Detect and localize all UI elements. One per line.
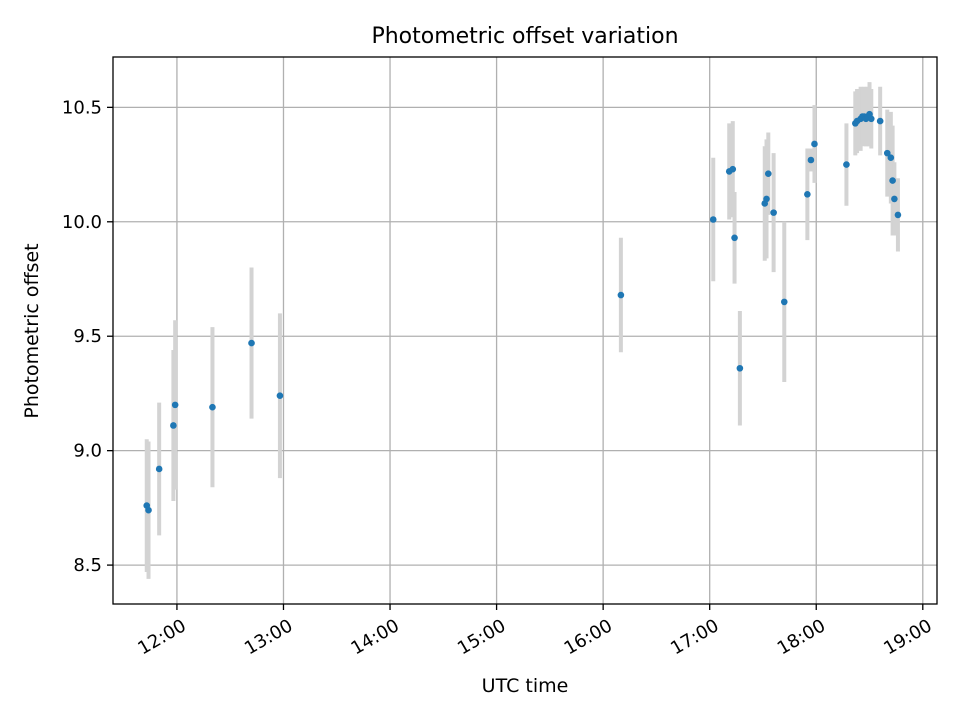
- data-point: [780, 298, 788, 306]
- data-point: [804, 191, 811, 198]
- data-point: [887, 154, 895, 162]
- chart-title: Photometric offset variation: [371, 24, 678, 49]
- x-tick-label: 19:00: [880, 615, 935, 659]
- x-tick-label: 18:00: [774, 615, 829, 659]
- y-tick-label: 10.5: [62, 97, 102, 118]
- data-point: [736, 364, 744, 372]
- x-axis-ticks: 12:00 13:00 14:00 15:00 16:00 17:00 18:00 19:00: [134, 604, 936, 659]
- y-tick-label: 9.0: [73, 441, 102, 462]
- x-tick-label: 15:00: [454, 615, 509, 659]
- data-point: [894, 211, 902, 219]
- data-point: [811, 140, 818, 148]
- x-tick-label: 12:00: [134, 615, 189, 659]
- x-tick-label: 16:00: [561, 615, 616, 659]
- x-tick-label: 14:00: [348, 615, 403, 659]
- x-tick-label: 17:00: [667, 615, 722, 659]
- x-tick-label: 13:00: [241, 615, 296, 659]
- data-point: [883, 149, 891, 157]
- data-point: [145, 506, 152, 514]
- data-point: [891, 195, 898, 203]
- data-point: [170, 422, 177, 429]
- data-points: [143, 110, 902, 514]
- plot-frame: [112, 56, 938, 605]
- data-point: [171, 401, 179, 409]
- data-point: [209, 403, 216, 411]
- data-point: [248, 339, 255, 347]
- data-point: [617, 291, 625, 299]
- data-point: [729, 165, 737, 173]
- data-point: [763, 195, 770, 203]
- data-point: [155, 465, 163, 473]
- x-axis-label: UTC time: [482, 675, 569, 697]
- data-point: [276, 392, 284, 400]
- error-bars: [144, 82, 900, 579]
- data-point: [709, 216, 717, 223]
- data-point: [807, 156, 815, 164]
- data-point: [764, 170, 772, 178]
- y-tick-label: 8.5: [73, 555, 102, 576]
- data-point: [876, 117, 884, 125]
- y-axis-ticks: 8.5 9.0 9.5 10.0 10.5: [62, 97, 113, 576]
- y-tick-label: 10.0: [62, 212, 102, 233]
- data-point: [770, 209, 777, 216]
- data-point: [731, 234, 738, 242]
- data-point: [889, 177, 896, 184]
- data-point: [843, 161, 850, 168]
- data-point: [867, 115, 875, 123]
- y-axis-label: Photometric offset: [21, 243, 43, 418]
- y-tick-label: 9.5: [73, 326, 102, 347]
